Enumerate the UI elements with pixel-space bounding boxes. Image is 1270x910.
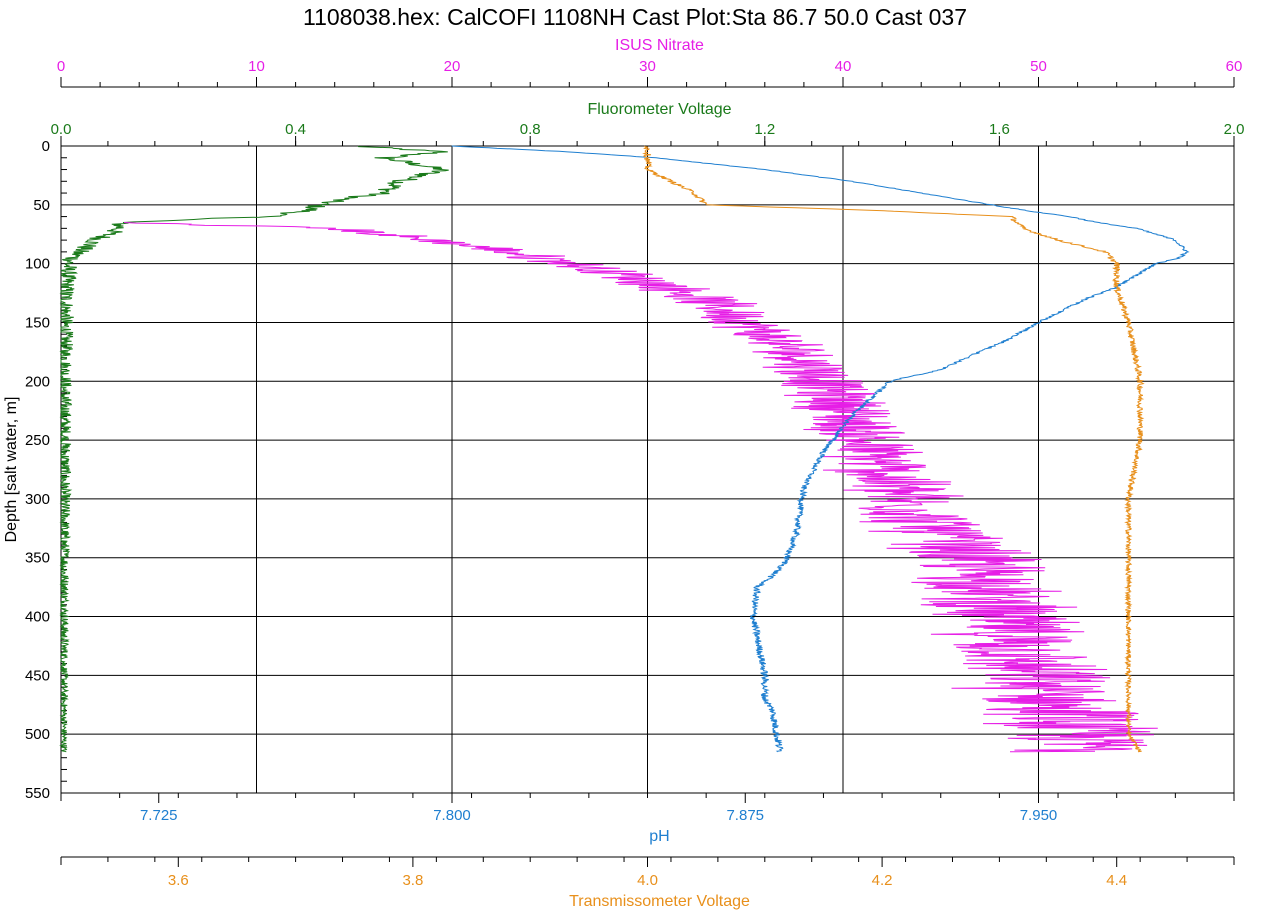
fluor-axis-label: Fluorometer Voltage (587, 101, 731, 118)
depth-tick-label: 0 (42, 138, 50, 155)
ph-tick-label: 7.800 (433, 807, 471, 824)
depth-tick-label: 350 (25, 550, 50, 567)
trans-tick-label: 4.0 (637, 872, 658, 889)
nitrate-tick-label: 50 (1030, 58, 1047, 75)
fluor-tick-label: 0.8 (520, 121, 541, 138)
nitrate-tick-label: 40 (835, 58, 852, 75)
ph-tick-label: 7.875 (726, 807, 764, 824)
nitrate-tick-label: 10 (248, 58, 265, 75)
nitrate-tick-label: 20 (444, 58, 461, 75)
series (59, 145, 1190, 753)
depth-tick-label: 550 (25, 785, 50, 802)
depth-tick-label: 300 (25, 491, 50, 508)
fluor-tick-label: 1.6 (989, 121, 1010, 138)
depth-tick-label: 50 (33, 197, 50, 214)
fluor-tick-label: 1.2 (754, 121, 775, 138)
depth-tick-label: 400 (25, 609, 50, 626)
trans-tick-label: 3.6 (168, 872, 189, 889)
ph-axis-label: pH (649, 828, 669, 845)
trans-tick-label: 4.4 (1106, 872, 1127, 889)
chart-title: 1108038.hex: CalCOFI 1108NH Cast Plot:St… (303, 4, 967, 30)
grid (60, 145, 1235, 794)
trans-axis-label: Transmissometer Voltage (569, 893, 750, 910)
nitrate-tick-label: 30 (639, 58, 656, 75)
nitrate-tick-label: 0 (57, 58, 65, 75)
depth-tick-label: 250 (25, 432, 50, 449)
depth-tick-label: 450 (25, 667, 50, 684)
nitrate-trace (124, 222, 1158, 753)
ph-tick-label: 7.725 (140, 807, 178, 824)
ph-tick-label: 7.950 (1020, 807, 1058, 824)
depth-axis-label: Depth [salt water, m] (3, 397, 20, 543)
nitrate-tick-label: 60 (1226, 58, 1243, 75)
depth-tick-label: 100 (25, 256, 50, 273)
trans-trace (642, 145, 1145, 753)
depth-tick-label: 500 (25, 726, 50, 743)
fluor-tick-label: 2.0 (1224, 121, 1245, 138)
depth-tick-label: 150 (25, 314, 50, 331)
trans-tick-label: 3.8 (402, 872, 423, 889)
trans-tick-label: 4.2 (872, 872, 893, 889)
fluor-tick-label: 0.0 (51, 121, 72, 138)
nitrate-axis-label: ISUS Nitrate (615, 37, 704, 54)
ph-trace (451, 145, 1190, 753)
fluor-trace (59, 145, 449, 753)
depth-tick-label: 200 (25, 373, 50, 390)
fluor-tick-label: 0.4 (285, 121, 306, 138)
